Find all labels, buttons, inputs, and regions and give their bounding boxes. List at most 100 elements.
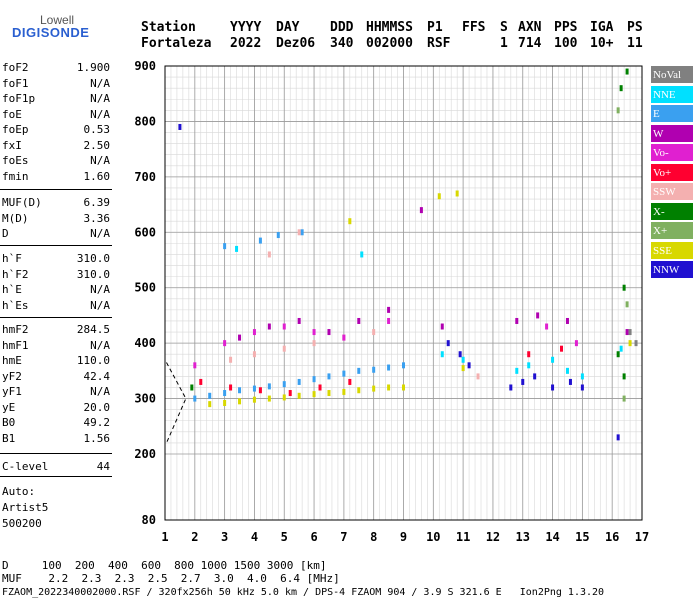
data-point	[560, 345, 564, 352]
data-point	[223, 400, 227, 407]
param-name: h`Es	[2, 298, 29, 312]
x-tick-label: 10	[426, 530, 440, 544]
legend-item: E	[651, 105, 693, 123]
param-value: N/A	[90, 227, 110, 240]
data-point	[509, 384, 513, 391]
data-point	[258, 387, 262, 394]
data-point	[223, 390, 227, 397]
ionogram-plot: 1 2 3 4 5 6 7 8 9 10 11 12 13 14 15 16 17802003004005006…	[134, 59, 649, 544]
data-point	[282, 345, 286, 352]
param-row: hmF2 284.5	[2, 322, 110, 337]
param-row: h`Es N/A	[2, 298, 110, 313]
data-point	[527, 362, 531, 369]
data-point	[327, 390, 331, 397]
param-separator	[0, 189, 112, 190]
header-label: Station	[141, 20, 196, 35]
header-value: RSF	[427, 36, 451, 51]
data-point	[208, 401, 212, 408]
param-name: C-level	[2, 460, 49, 473]
y-tick-label: 400	[134, 336, 156, 350]
data-point	[622, 395, 626, 402]
y-tick-label: 200	[134, 447, 156, 461]
data-point	[193, 362, 197, 369]
param-row: yF1 N/A	[2, 384, 110, 399]
x-tick-label: 14	[545, 530, 559, 544]
header-value: 2022	[230, 36, 262, 51]
param-name: foEp	[2, 123, 29, 136]
y-tick-label: 800	[134, 114, 156, 128]
param-row: foEs N/A	[2, 153, 110, 168]
header-label: S	[500, 20, 508, 35]
muf-row: MUF 2.2 2.3 2.3 2.5 2.7 3.0 4.0 6.4 [MHz…	[2, 572, 340, 585]
x-tick-label: 5	[281, 530, 288, 544]
param-name: foF2	[2, 61, 29, 74]
param-row: M(D) 3.36	[2, 211, 110, 226]
data-point	[372, 366, 376, 373]
legend-item: SSW	[651, 183, 693, 201]
param-name: foE	[2, 107, 22, 121]
param-name: fxI	[2, 138, 22, 152]
header-label: HHMMSS	[366, 20, 413, 35]
data-point	[551, 384, 555, 391]
auto-label: Auto:	[2, 485, 36, 498]
data-point	[312, 329, 316, 336]
param-row: MUF(D) 6.39	[2, 195, 110, 210]
param-value: 44	[96, 460, 110, 473]
data-point	[580, 373, 584, 380]
header-value: 11	[627, 36, 643, 51]
data-point	[580, 384, 584, 391]
data-point	[178, 123, 182, 130]
param-value: N/A	[90, 385, 110, 398]
header-value: 100	[554, 36, 578, 51]
param-name: MUF(D)	[2, 196, 42, 209]
data-point	[533, 373, 537, 380]
logo-digisonde: DIGISONDE	[12, 25, 90, 40]
data-point	[229, 384, 233, 391]
legend-item: W	[651, 124, 693, 143]
param-value: N/A	[90, 76, 110, 90]
data-point	[312, 376, 316, 383]
x-tick-label: 6	[310, 530, 317, 544]
data-point	[458, 351, 462, 358]
data-point	[238, 398, 242, 405]
logo-lowell: Lowell	[40, 13, 75, 27]
data-point	[625, 329, 629, 336]
data-point	[622, 373, 626, 380]
data-point	[223, 243, 227, 250]
data-point	[252, 385, 256, 392]
x-tick-label: 12	[486, 530, 500, 544]
data-point	[252, 329, 256, 336]
data-point	[625, 68, 629, 75]
footer-info: FZAOM_2022340002000.RSF / 320fx256h 50 k…	[2, 587, 605, 598]
data-point	[267, 251, 271, 258]
data-point	[282, 323, 286, 330]
data-point	[372, 329, 376, 336]
param-value: 49.2	[83, 416, 111, 429]
auto-code: 500200	[2, 517, 42, 530]
data-point	[282, 381, 286, 388]
param-name: D	[2, 227, 9, 240]
header-value: 002000	[366, 36, 413, 51]
param-name: foEs	[2, 154, 29, 167]
param-value: 110.0	[76, 354, 110, 367]
x-tick-label: 2	[191, 530, 198, 544]
data-point	[267, 383, 271, 390]
data-point	[527, 351, 531, 358]
data-point	[300, 229, 304, 236]
param-row: B1 1.56	[2, 431, 110, 446]
data-point	[348, 378, 352, 385]
data-point	[199, 378, 203, 385]
header-value: Dez06	[276, 36, 316, 51]
x-tick-label: 13	[516, 530, 530, 544]
data-point	[360, 251, 364, 258]
header-label: DAY	[276, 20, 300, 35]
param-row: fxI 2.50	[2, 138, 110, 153]
param-value: N/A	[90, 338, 110, 352]
data-point	[628, 329, 632, 336]
param-value: 310.0	[76, 252, 110, 265]
y-tick-label: 500	[134, 281, 156, 295]
param-name: h`F2	[2, 267, 29, 281]
param-value: N/A	[90, 107, 110, 121]
distance-row: D 100 200 400 600 800 1000 1500 3000 [km…	[2, 559, 327, 572]
param-row: h`E N/A	[2, 282, 110, 297]
